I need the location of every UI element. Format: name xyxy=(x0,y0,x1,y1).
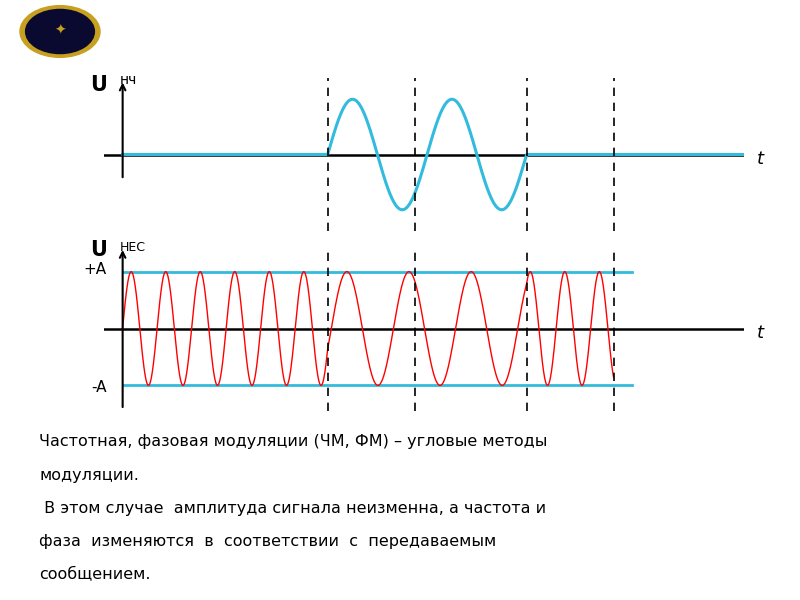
Text: сообщением.: сообщением. xyxy=(39,568,151,583)
Text: фаза  изменяются  в  соответствии  с  передаваемым: фаза изменяются в соответствии с передав… xyxy=(39,534,497,550)
Text: -A: -A xyxy=(91,380,106,395)
Text: ✦: ✦ xyxy=(54,23,66,37)
Text: В этом случае  амплитуда сигнала неизменна, а частота и: В этом случае амплитуда сигнала неизменн… xyxy=(39,501,546,516)
Text: $t$: $t$ xyxy=(757,324,766,342)
Text: $t$: $t$ xyxy=(757,150,766,168)
Text: НЕС: НЕС xyxy=(119,241,146,254)
Ellipse shape xyxy=(20,5,100,58)
Text: модуляции.: модуляции. xyxy=(39,468,139,482)
Text: Частотная, фазовая модуляции (ЧМ, ФМ) – угловые методы: Частотная, фазовая модуляции (ЧМ, ФМ) – … xyxy=(39,434,548,449)
Text: нч: нч xyxy=(119,73,137,87)
Text: $\mathbf{U}$: $\mathbf{U}$ xyxy=(90,240,107,260)
Text: +A: +A xyxy=(83,262,106,277)
Text: УГЛОВАЯ   МОДУЛЯЦИЯ: УГЛОВАЯ МОДУЛЯЦИЯ xyxy=(237,17,627,46)
Ellipse shape xyxy=(26,10,94,53)
Text: $\mathbf{U}$: $\mathbf{U}$ xyxy=(90,75,107,95)
